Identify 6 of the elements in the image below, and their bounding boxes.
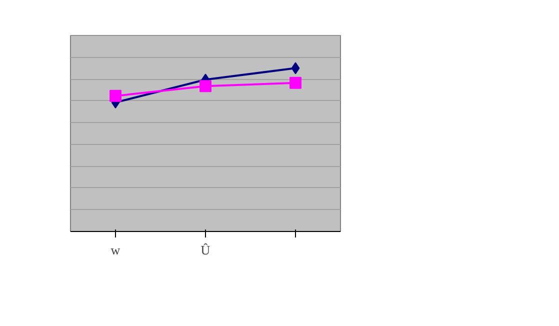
x-tick-label: Û [200, 242, 211, 258]
point [200, 80, 212, 92]
point [110, 90, 122, 102]
point [291, 62, 300, 74]
x-tick-label: w [110, 242, 121, 258]
point [290, 76, 302, 89]
